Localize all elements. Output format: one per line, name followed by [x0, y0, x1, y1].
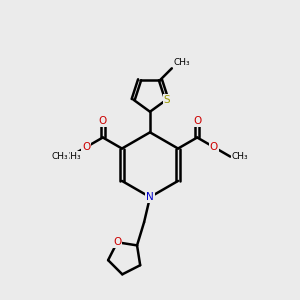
Text: CH₃: CH₃ [232, 152, 248, 161]
Text: O: O [99, 116, 107, 126]
Text: N: N [146, 192, 154, 202]
Text: CH₃: CH₃ [52, 152, 68, 161]
Text: CH₃: CH₃ [173, 58, 190, 67]
Text: S: S [164, 94, 170, 104]
Text: O: O [113, 237, 121, 247]
Text: O: O [82, 142, 90, 152]
Text: OCH₃: OCH₃ [58, 152, 82, 161]
Text: O: O [193, 116, 201, 126]
Text: O: O [210, 142, 218, 152]
